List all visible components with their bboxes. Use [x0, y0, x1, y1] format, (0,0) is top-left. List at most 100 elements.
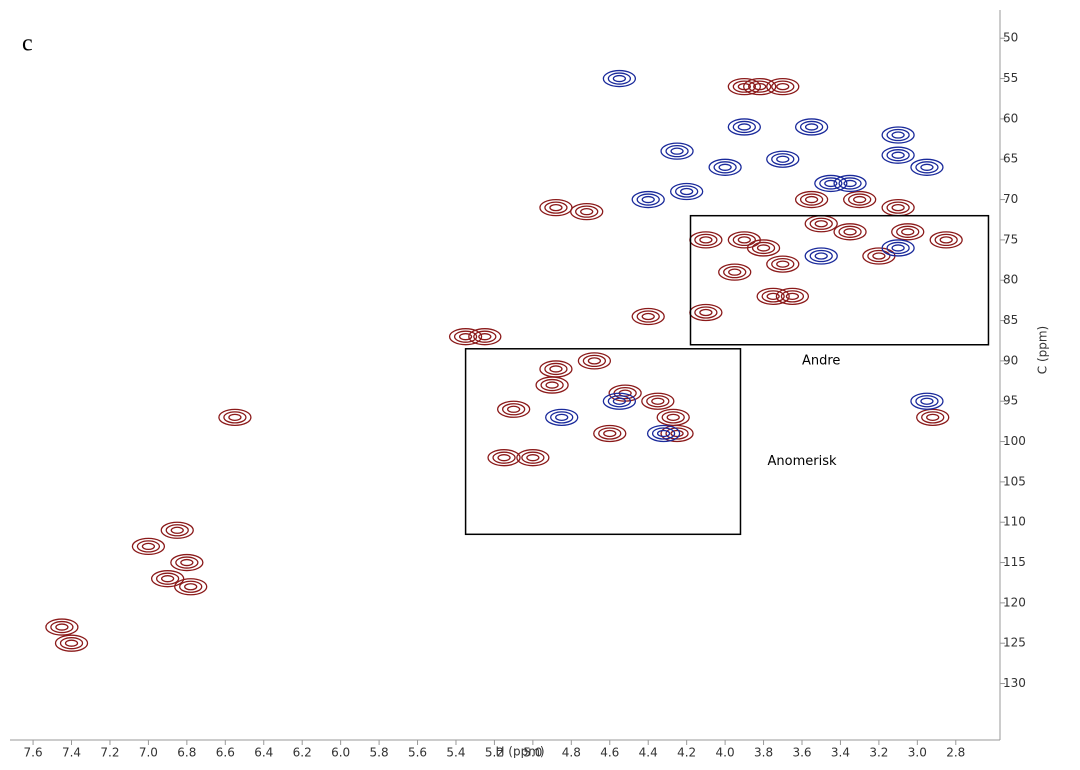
contour-ring	[810, 251, 832, 262]
x-tick-label: 4.0	[716, 746, 735, 760]
contour-ring	[927, 414, 939, 420]
contour-ring	[897, 226, 919, 237]
contour-ring	[503, 404, 525, 415]
contour-ring	[868, 251, 890, 262]
contour-ring	[786, 293, 798, 299]
contour-ring	[166, 525, 188, 536]
y-tick-label: 55	[1003, 71, 1018, 85]
contour-ring	[815, 221, 827, 227]
contour-ring	[806, 197, 818, 203]
contour-ring	[652, 398, 664, 404]
contour-ring	[642, 314, 654, 320]
peak	[815, 175, 847, 191]
chart: c H (ppm) C (ppm) 7.67.47.27.06.86.66.46…	[0, 0, 1080, 770]
y-tick-label: 60	[1003, 111, 1018, 125]
x-tick-label: 4.8	[562, 746, 581, 760]
peak	[776, 288, 808, 304]
peak	[546, 409, 578, 425]
x-tick-label: 5.2	[485, 746, 504, 760]
contour-ring	[51, 622, 73, 633]
x-tick-label: 4.6	[600, 746, 619, 760]
contour-ring	[758, 245, 770, 251]
y-tick-label: 130	[1003, 676, 1026, 690]
peak	[796, 192, 828, 208]
peak	[488, 450, 520, 466]
contour-ring	[854, 197, 866, 203]
contour-ring	[667, 414, 679, 420]
peak	[571, 204, 603, 220]
y-tick-label: 85	[1003, 313, 1018, 327]
contour-ring	[849, 194, 871, 205]
contour-ring	[224, 412, 246, 423]
peak	[834, 224, 866, 240]
contour-ring	[921, 164, 933, 170]
contour-ring	[642, 197, 654, 203]
peak	[671, 183, 703, 199]
x-tick-label: 4.2	[677, 746, 696, 760]
peak	[632, 309, 664, 325]
contour-ring	[887, 202, 909, 213]
contour-ring	[700, 309, 712, 315]
peak	[863, 248, 895, 264]
contour-ring	[137, 541, 159, 552]
contour-ring	[556, 414, 568, 420]
peak	[540, 200, 572, 216]
y-tick-label: 100	[1003, 434, 1026, 448]
contour-ring	[171, 527, 183, 533]
peak	[152, 571, 184, 587]
y-tick-label: 65	[1003, 152, 1018, 166]
x-tick-label: 2.8	[946, 746, 965, 760]
y-tick-label: 75	[1003, 232, 1018, 246]
contour-ring	[772, 259, 794, 270]
peak	[171, 555, 203, 571]
contour-ring	[724, 267, 746, 278]
contour-ring	[902, 229, 914, 235]
x-tick-label: 6.6	[216, 746, 235, 760]
contour-ring	[583, 355, 605, 366]
peak	[728, 119, 760, 135]
contour-ring	[181, 560, 193, 566]
peak	[917, 409, 949, 425]
contour-ring	[738, 124, 750, 130]
contour-ring	[719, 164, 731, 170]
contour-ring	[551, 412, 573, 423]
contour-ring	[671, 148, 683, 154]
contour-ring	[662, 412, 684, 423]
contour-ring	[66, 640, 78, 646]
peak	[844, 192, 876, 208]
contour-ring	[815, 253, 827, 259]
x-tick-label: 5.8	[370, 746, 389, 760]
x-tick-label: 3.8	[754, 746, 773, 760]
peak	[767, 151, 799, 167]
peak	[767, 256, 799, 272]
contour-ring	[714, 162, 736, 173]
x-tick-label: 7.2	[100, 746, 119, 760]
contour-ring	[581, 209, 593, 215]
peak	[594, 425, 626, 441]
contour-ring	[162, 576, 174, 582]
x-tick-label: 6.2	[293, 746, 312, 760]
y-tick-label: 70	[1003, 192, 1018, 206]
peak	[911, 393, 943, 409]
peak	[175, 579, 207, 595]
contour-ring	[922, 412, 944, 423]
contour-ring	[229, 414, 241, 420]
peak	[728, 232, 760, 248]
contour-ring	[844, 180, 856, 186]
contour-ring	[493, 452, 515, 463]
contour-ring	[733, 121, 755, 132]
contour-ring	[637, 311, 659, 322]
contour-ring	[142, 543, 154, 549]
contour-ring	[676, 186, 698, 197]
contour-ring	[550, 205, 562, 211]
x-tick-label: 7.4	[62, 746, 81, 760]
annotation-label: Andre	[802, 353, 840, 368]
contour-ring	[806, 124, 818, 130]
contour-ring	[637, 194, 659, 205]
x-tick-label: 5.4	[446, 746, 465, 760]
contour-ring	[498, 455, 510, 461]
peak	[796, 119, 828, 135]
contour-ring	[545, 363, 567, 374]
contour-ring	[921, 398, 933, 404]
contour-ring	[658, 430, 670, 436]
